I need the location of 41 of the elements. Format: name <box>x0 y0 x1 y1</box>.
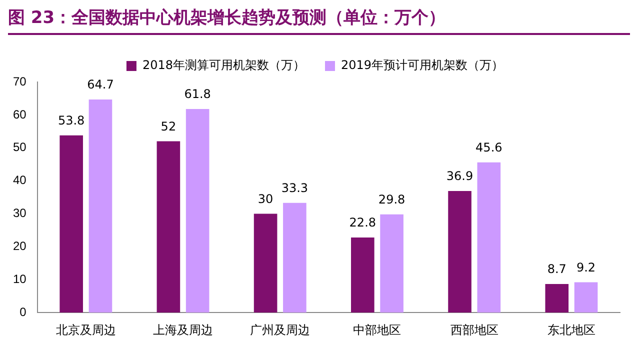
x-tick-label: 西部地区 <box>450 323 498 338</box>
data-label: 29.8 <box>378 192 406 207</box>
legend-label: 2018年测算可用机架数（万） <box>142 58 306 72</box>
bar <box>574 282 598 313</box>
bar <box>380 214 404 313</box>
data-label: 22.8 <box>349 216 376 230</box>
data-label: 9.2 <box>576 260 596 274</box>
y-tick-label: 70 <box>12 74 27 88</box>
x-tick-label: 上海及周边 <box>153 323 214 338</box>
y-tick-label: 20 <box>12 239 27 254</box>
data-label: 61.8 <box>184 87 211 102</box>
y-tick-label: 30 <box>12 206 27 220</box>
bar <box>88 99 112 313</box>
bar <box>477 162 501 313</box>
bar <box>351 237 374 313</box>
bar <box>254 214 278 313</box>
data-label: 45.6 <box>476 140 502 155</box>
x-tick-label: 中部地区 <box>353 323 402 338</box>
y-tick-label: 60 <box>12 107 27 122</box>
chart-title: 图 23：全国数据中心机架增长趋势及预测（单位：万个） <box>8 6 630 35</box>
bar <box>156 141 180 313</box>
y-tick-label: 40 <box>12 173 27 188</box>
y-tick-label: 50 <box>12 140 27 154</box>
bar <box>283 202 306 313</box>
x-tick-label: 东北地区 <box>547 323 596 338</box>
data-label: 33.3 <box>281 181 308 196</box>
bar <box>60 135 83 313</box>
data-label: 36.9 <box>446 169 474 184</box>
bar <box>186 109 210 313</box>
bar <box>545 284 569 313</box>
y-tick-label: 10 <box>12 272 27 286</box>
bar <box>448 191 472 313</box>
x-tick-label: 北京及周边 <box>56 323 116 338</box>
x-tick-label: 广州及周边 <box>250 323 310 338</box>
legend-label: 2019年预计可用机架数（万） <box>341 58 504 72</box>
y-tick-label: 0 <box>20 304 27 319</box>
data-label: 52 <box>160 119 176 134</box>
data-label: 53.8 <box>58 113 85 128</box>
data-label: 8.7 <box>547 262 566 276</box>
data-label: 64.7 <box>87 78 114 92</box>
data-label: 30 <box>258 192 274 206</box>
